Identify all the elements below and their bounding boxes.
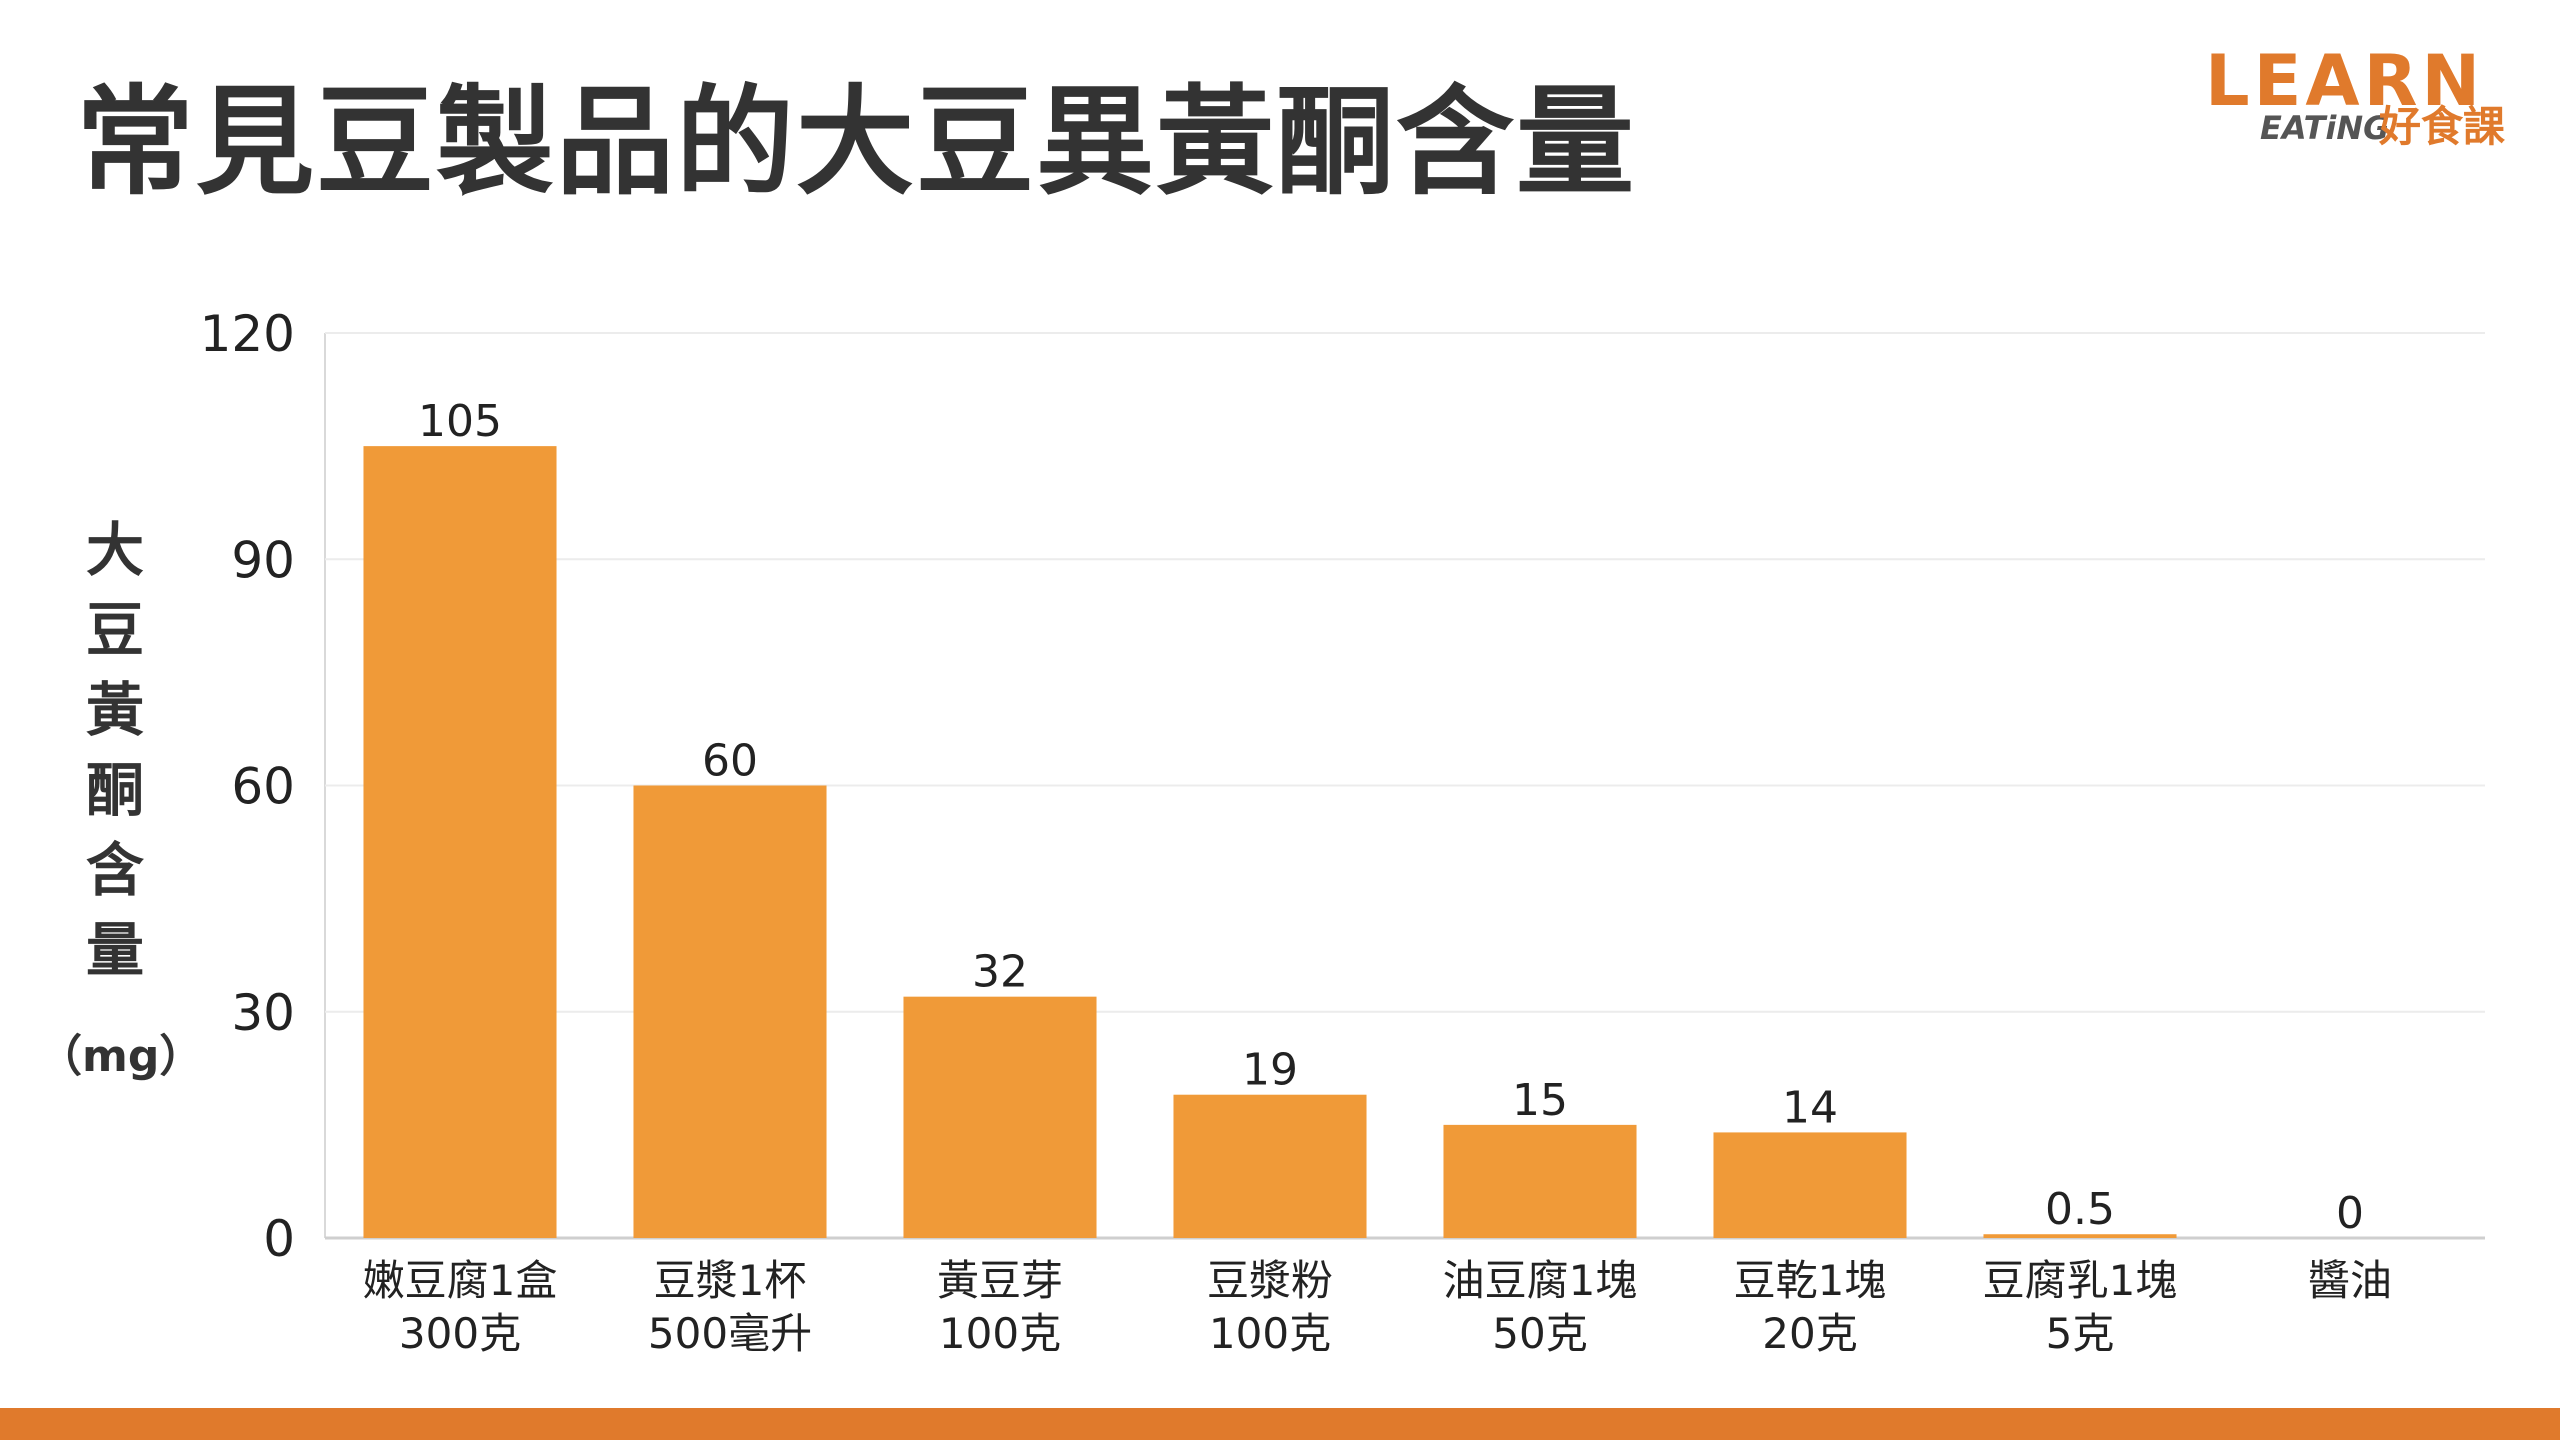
data-label: 14 [1782, 1082, 1838, 1133]
bar [1983, 1234, 2177, 1238]
brand-logo: LEARN EATiNG 好食課 [2205, 46, 2515, 161]
data-label: 19 [1242, 1045, 1298, 1096]
data-label: 60 [702, 736, 758, 787]
x-tick-label: 油豆腐1塊 [1443, 1256, 1638, 1305]
bar [633, 785, 827, 1238]
y-tick-label: 0 [263, 1210, 295, 1268]
y-axis-unit: （mg） [38, 1031, 204, 1082]
bar-chart: 0306090120105嫩豆腐1盒300克60豆漿1杯500毫升32黃豆芽10… [200, 305, 2485, 1358]
data-label: 0.5 [2045, 1184, 2115, 1235]
x-tick-label: 豆漿粉 [1207, 1256, 1333, 1305]
x-tick-label: 豆腐乳1塊 [1983, 1256, 2178, 1305]
x-tick-label: 5克 [2046, 1309, 2115, 1358]
x-tick-label: 20克 [1762, 1309, 1857, 1358]
bar [1443, 1124, 1637, 1238]
bar [363, 446, 557, 1238]
bar [1173, 1094, 1367, 1238]
logo-chinese-text: 好食課 [2379, 102, 2506, 151]
x-tick-label: 300克 [399, 1309, 521, 1358]
y-axis-label: 大豆黃酮含量 [85, 516, 144, 984]
x-tick-label: 醬油 [2308, 1256, 2392, 1305]
data-label: 0 [2336, 1188, 2364, 1239]
x-tick-label: 50克 [1492, 1309, 1587, 1358]
logo-eating-text: EATiNG [2260, 109, 2390, 147]
data-label: 15 [1512, 1075, 1568, 1126]
x-tick-label: 豆漿1杯 [654, 1256, 807, 1305]
y-tick-label: 90 [231, 531, 295, 589]
bar [1713, 1132, 1907, 1238]
x-tick-label: 嫩豆腐1盒 [363, 1256, 558, 1305]
x-tick-label: 豆乾1塊 [1734, 1256, 1887, 1305]
y-tick-label: 120 [200, 305, 295, 363]
x-tick-label: 黃豆芽 [937, 1256, 1063, 1305]
y-tick-label: 30 [231, 984, 295, 1042]
x-tick-label: 500毫升 [648, 1309, 812, 1358]
bar [903, 996, 1097, 1238]
x-tick-label: 100克 [1209, 1309, 1331, 1358]
data-label: 105 [418, 396, 502, 447]
y-tick-label: 60 [231, 758, 295, 816]
data-label: 32 [972, 947, 1028, 998]
x-tick-label: 100克 [939, 1309, 1061, 1358]
footer-bar [0, 1408, 2560, 1440]
logo-learn-text: LEARN [2205, 40, 2485, 122]
page-title: 常見豆製品的大豆異黃酮含量 [76, 73, 1637, 211]
